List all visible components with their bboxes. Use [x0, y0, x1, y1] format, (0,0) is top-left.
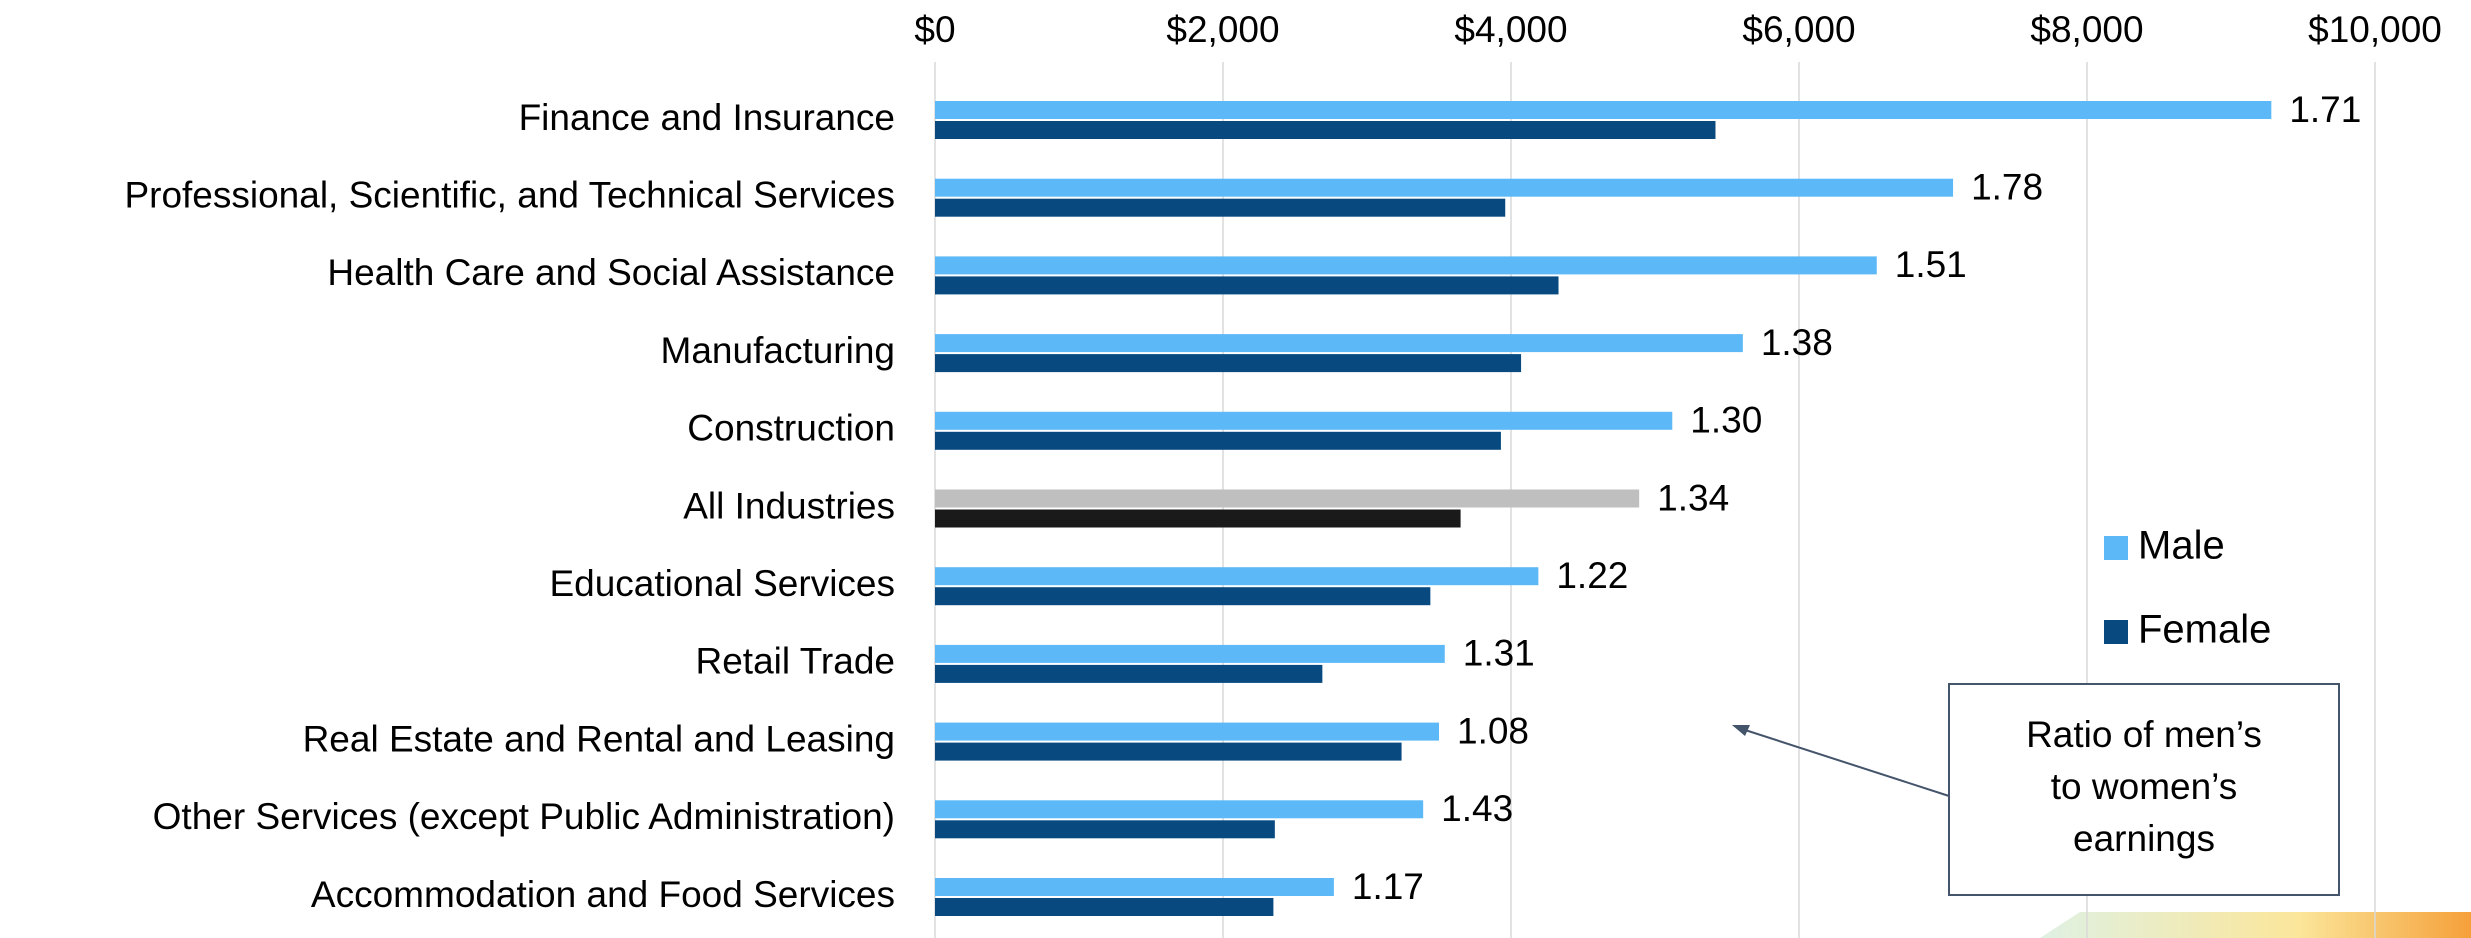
- y-tick-label: Manufacturing: [661, 330, 895, 371]
- annotation: Ratio of men’s to women’s earnings: [2026, 714, 2262, 859]
- ratio-label: 1.31: [1463, 633, 1535, 674]
- legend-label: Male: [2138, 524, 2225, 568]
- bar: [935, 276, 1559, 295]
- y-tick-label: Health Care and Social Assistance: [327, 252, 895, 293]
- bar: [935, 178, 1954, 197]
- bar: [935, 567, 1539, 586]
- x-tick-label: $10,000: [2308, 9, 2442, 50]
- ratio-label: 1.51: [1895, 244, 1967, 285]
- y-tick-label: Other Services (except Public Administra…: [153, 796, 895, 837]
- bar: [935, 587, 1431, 606]
- bar: [935, 509, 1461, 528]
- x-tick-label: $8,000: [2030, 9, 2143, 50]
- y-tick-label: All Industries: [683, 485, 895, 526]
- ratio-label: 1.43: [1441, 788, 1513, 829]
- ratio-label: 1.08: [1457, 710, 1529, 751]
- y-tick-label: Educational Services: [549, 563, 895, 604]
- legend-swatch: [2104, 620, 2128, 644]
- x-tick-label: $4,000: [1454, 9, 1567, 50]
- arrow-head: [1732, 725, 1750, 736]
- bars: [935, 101, 2272, 916]
- bar: [935, 644, 1445, 663]
- y-tick-label: Construction: [687, 408, 895, 449]
- ratio-label: 1.71: [2289, 89, 2361, 130]
- ratio-label: 1.38: [1761, 322, 1833, 363]
- legend-swatch: [2104, 536, 2128, 560]
- bar: [935, 800, 1424, 819]
- bar: [935, 354, 1522, 373]
- ratio-label: 1.30: [1690, 400, 1762, 441]
- y-tick-label: Finance and Insurance: [519, 97, 895, 138]
- ratio-label: 1.17: [1352, 866, 1424, 907]
- bar: [935, 198, 1506, 217]
- bar: [935, 121, 1716, 139]
- bar: [935, 820, 1275, 839]
- bar: [935, 411, 1673, 430]
- x-tick-label: $2,000: [1166, 9, 1279, 50]
- decoration: [2040, 912, 2471, 938]
- y-tick-label: Real Estate and Rental and Leasing: [303, 718, 895, 759]
- bar: [935, 664, 1323, 683]
- ratio-label: 1.22: [1556, 555, 1628, 596]
- x-tick-label: $6,000: [1742, 9, 1855, 50]
- annotation-box: [1948, 683, 2340, 896]
- ratio-label: 1.34: [1657, 477, 1729, 518]
- x-tick-label: $0: [914, 9, 955, 50]
- y-tick-label: Accommodation and Food Services: [311, 874, 895, 915]
- bar: [935, 878, 1334, 896]
- bar: [935, 722, 1439, 741]
- bar: [935, 898, 1274, 916]
- y-tick-label: Professional, Scientific, and Technical …: [124, 174, 895, 215]
- legend-label: Female: [2138, 608, 2271, 652]
- annotation-arrow: [1741, 728, 1950, 797]
- bar: [935, 334, 1743, 353]
- bar: [935, 256, 1877, 275]
- bar: [935, 431, 1501, 450]
- bar: [935, 489, 1640, 508]
- ratio-label: 1.78: [1971, 166, 2043, 207]
- bar: [935, 101, 2272, 119]
- y-tick-label: Retail Trade: [696, 641, 896, 682]
- bar: [935, 742, 1402, 761]
